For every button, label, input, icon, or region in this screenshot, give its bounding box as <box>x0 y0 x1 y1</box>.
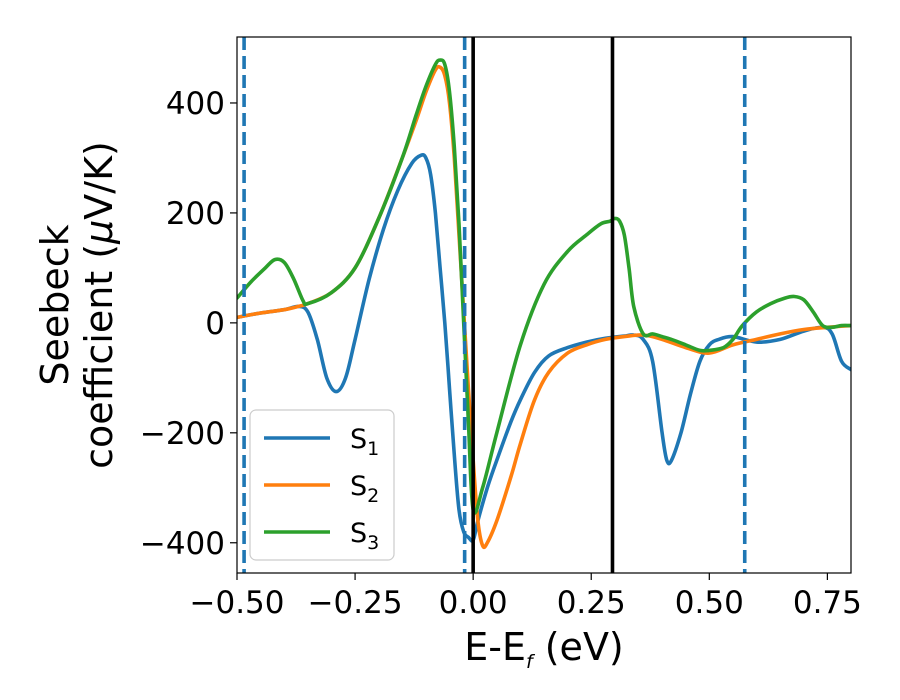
series-line-s3 <box>237 58 851 515</box>
vertical-reference-lines <box>242 37 747 573</box>
x-tick-label: −0.25 <box>308 585 403 621</box>
x-axis-ticks: −0.50 −0.25 0.00 0.25 0.50 0.75 <box>190 573 862 621</box>
plot-series <box>237 58 851 550</box>
x-axis-label: E-Ef (eV) <box>464 625 624 673</box>
x-tick-label: 0.25 <box>557 585 626 621</box>
y-tick-label: −200 <box>140 416 225 452</box>
x-tick-label: 0.50 <box>675 585 744 621</box>
legend: S1 S2 S3 <box>249 409 395 561</box>
y-tick-label: 200 <box>166 196 225 232</box>
y-axis-label-line2: coefficient (μV/K) <box>77 141 121 469</box>
x-tick-label: −0.50 <box>190 585 285 621</box>
y-axis-label-line1: Seebeck <box>33 224 77 385</box>
y-axis-ticks: −400 −200 0 200 400 <box>140 86 237 562</box>
legend-label-s2: S2 <box>350 471 379 507</box>
x-tick-label: 0.75 <box>793 585 862 621</box>
legend-label-s1: S1 <box>350 424 379 460</box>
legend-label-s3: S3 <box>350 518 379 554</box>
y-axis-label: Seebeck coefficient (μV/K) <box>33 141 121 469</box>
y-tick-label: 400 <box>166 86 225 122</box>
x-tick-label: 0.00 <box>439 585 508 621</box>
y-tick-label: −400 <box>140 526 225 562</box>
y-tick-label: 0 <box>205 306 225 342</box>
plot-frame <box>236 36 852 574</box>
series-line-s1 <box>237 152 851 543</box>
